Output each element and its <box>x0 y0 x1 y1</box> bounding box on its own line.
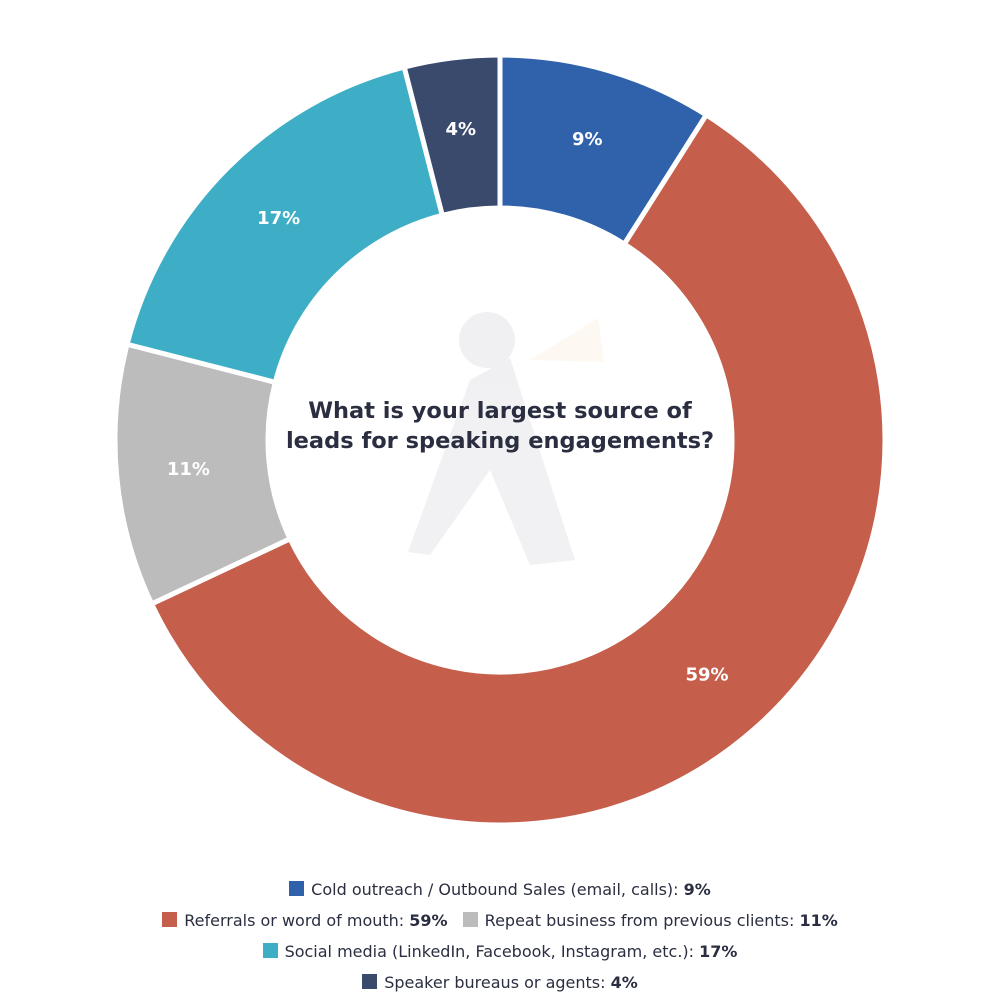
legend-item-repeat-business: Repeat business from previous clients: 1… <box>462 905 838 936</box>
legend-value: 11% <box>799 911 838 930</box>
legend-swatch <box>262 943 278 958</box>
slice-value-label: 17% <box>257 208 300 229</box>
legend-value: 59% <box>409 911 448 930</box>
labels-group: 9% 59% 11% 17% 4% <box>167 119 729 685</box>
donut-chart: 9% 59% 11% 17% 4% <box>112 52 888 828</box>
legend-value: 4% <box>610 973 638 992</box>
legend-item-speaker-bureaus: Speaker bureaus or agents: 4% <box>362 967 638 998</box>
legend-row: Social media (LinkedIn, Facebook, Instag… <box>0 936 1000 967</box>
legend-swatch <box>462 912 478 927</box>
legend-row: Speaker bureaus or agents: 4% <box>0 967 1000 998</box>
legend-value: 9% <box>683 880 711 899</box>
legend-label: Repeat business from previous clients <box>484 911 789 930</box>
slice-4 <box>401 52 503 219</box>
legend-row: Referrals or word of mouth: 59% Repeat b… <box>0 905 1000 936</box>
legend: Cold outreach / Outbound Sales (email, c… <box>0 874 1000 998</box>
slice-value-label: 11% <box>167 459 210 480</box>
legend-label: Social media (LinkedIn, Facebook, Instag… <box>284 942 689 961</box>
legend-swatch <box>289 881 305 896</box>
legend-row: Cold outreach / Outbound Sales (email, c… <box>0 874 1000 905</box>
legend-value: 17% <box>699 942 738 961</box>
logo-watermark <box>408 312 604 565</box>
legend-swatch <box>362 974 378 989</box>
legend-label: Referrals or word of mouth <box>184 911 399 930</box>
legend-item-referrals: Referrals or word of mouth: 59% <box>162 905 448 936</box>
legend-label: Cold outreach / Outbound Sales (email, c… <box>311 880 674 899</box>
chart-title: What is your largest source of leads for… <box>285 398 715 454</box>
slice-3 <box>124 64 446 386</box>
legend-item-social-media: Social media (LinkedIn, Facebook, Instag… <box>262 936 738 967</box>
legend-item-cold-outreach: Cold outreach / Outbound Sales (email, c… <box>289 874 711 905</box>
slice-value-label: 4% <box>445 119 476 140</box>
slice-value-label: 9% <box>572 129 603 150</box>
legend-label: Speaker bureaus or agents <box>384 973 601 992</box>
slices-group <box>112 52 888 828</box>
legend-swatch <box>162 912 178 927</box>
slice-1 <box>148 111 888 828</box>
slice-value-label: 59% <box>685 664 728 685</box>
